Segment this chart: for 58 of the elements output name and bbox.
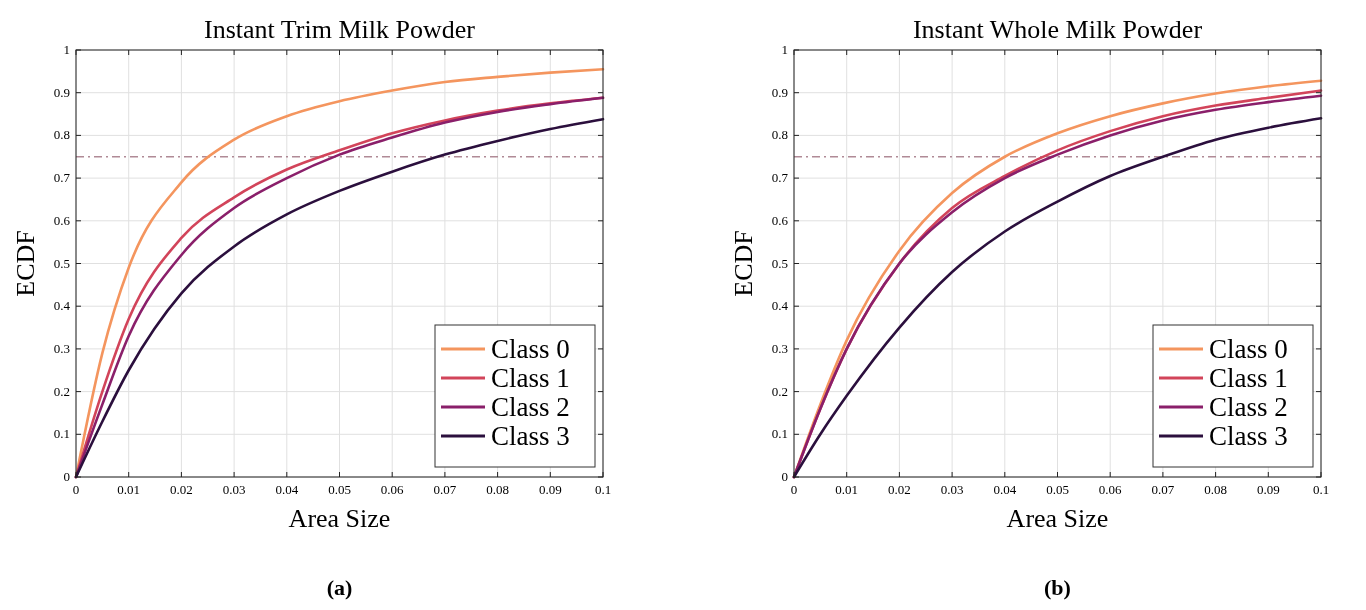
legend-label: Class 0 [491, 334, 570, 364]
x-tick-label: 0.01 [117, 482, 141, 497]
y-tick-label: 0.2 [771, 383, 788, 399]
x-tick-label: 0.04 [993, 482, 1017, 497]
y-tick-label: 0.9 [771, 84, 788, 100]
y-axis-title: ECDF [11, 230, 40, 297]
y-tick-label: 0.4 [771, 298, 789, 314]
x-tick-label: 0.01 [835, 482, 859, 497]
y-tick-label: 0.9 [53, 84, 70, 100]
y-tick-label: 0.6 [53, 212, 71, 228]
text: (b) [1044, 575, 1071, 600]
legend-label: Class 2 [1209, 392, 1288, 422]
legend-label: Class 3 [491, 421, 570, 451]
x-tick-label: 0.02 [888, 482, 911, 497]
legend-label: Class 1 [1209, 363, 1288, 393]
y-tick-label: 0.1 [53, 426, 70, 442]
x-tick-label: 0.1 [1312, 482, 1330, 497]
y-tick-label: 0.6 [771, 212, 789, 228]
y-tick-label: 0.5 [771, 255, 788, 271]
x-tick-label: 0.02 [170, 482, 193, 497]
y-tick-label: 0.7 [53, 170, 71, 186]
y-tick-label: 0.8 [771, 127, 788, 143]
y-axis-title: ECDF [729, 230, 758, 297]
y-tick-label: 0 [781, 469, 788, 484]
chart-title: Instant Whole Milk Powder [912, 15, 1203, 44]
x-tick-label: 0.06 [1098, 482, 1123, 497]
x-tick-label: 0.07 [1151, 482, 1175, 497]
x-tick-label: 0.05 [1046, 482, 1069, 497]
x-tick-label: 0.04 [275, 482, 299, 497]
y-tick-label: 0.2 [53, 383, 70, 399]
x-tick-label: 0.09 [538, 482, 562, 497]
x-tick-label: 0.08 [1204, 482, 1227, 497]
x-tick-label: 0.1 [594, 482, 612, 497]
x-tick-label: 0.03 [940, 482, 964, 497]
x-tick-label: 0.09 [1256, 482, 1280, 497]
x-tick-label: 0.07 [433, 482, 457, 497]
y-tick-label: 0.3 [771, 340, 788, 356]
x-axis-title: Area Size [288, 504, 391, 533]
legend-label: Class 1 [491, 363, 570, 393]
y-tick-label: 0.4 [53, 298, 71, 314]
y-tick-label: 0.5 [53, 255, 70, 271]
text: (a) [326, 575, 353, 600]
x-tick-label: 0.06 [380, 482, 405, 497]
y-tick-label: 0.1 [771, 426, 788, 442]
legend-label: Class 2 [491, 392, 570, 422]
chart-title: Instant Trim Milk Powder [204, 15, 476, 44]
y-tick-label: 0.7 [771, 170, 789, 186]
legend-label: Class 0 [1209, 334, 1288, 364]
x-tick-label: 0.08 [486, 482, 509, 497]
x-axis-title: Area Size [1006, 504, 1109, 533]
y-tick-label: 0.3 [53, 340, 70, 356]
x-tick-label: 0.03 [222, 482, 246, 497]
y-tick-label: 1 [781, 42, 788, 57]
y-tick-label: 0.8 [53, 127, 70, 143]
y-tick-label: 1 [63, 42, 70, 57]
x-tick-label: 0.05 [328, 482, 351, 497]
y-tick-label: 0 [63, 469, 70, 484]
legend-label: Class 3 [1209, 421, 1288, 451]
